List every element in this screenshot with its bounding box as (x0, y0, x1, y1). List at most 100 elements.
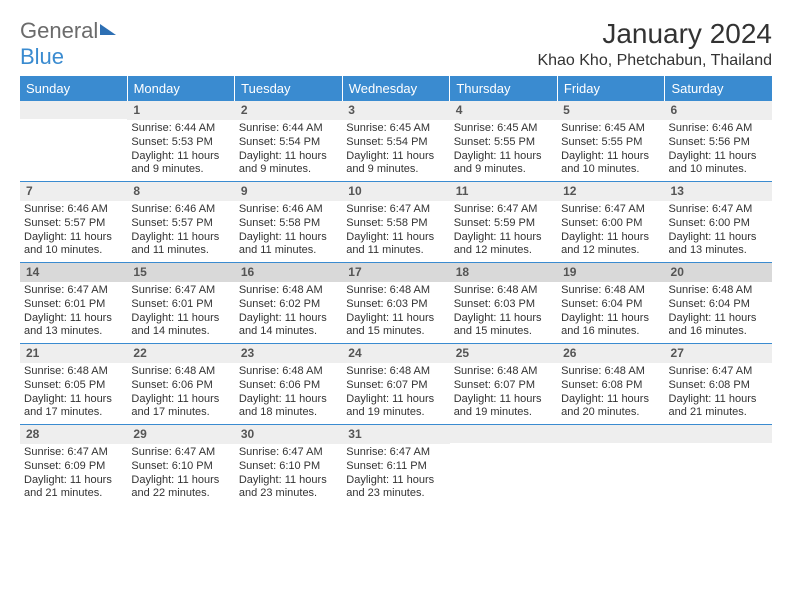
sunset-text: Sunset: 5:57 PM (24, 217, 123, 231)
sunset-text: Sunset: 5:55 PM (561, 136, 660, 150)
day-cell: 9Sunrise: 6:46 AMSunset: 5:58 PMDaylight… (235, 182, 342, 262)
sunrise-text: Sunrise: 6:47 AM (239, 446, 338, 460)
header: General Blue January 2024 Khao Kho, Phet… (20, 18, 772, 70)
day-cell: 14Sunrise: 6:47 AMSunset: 6:01 PMDayligh… (20, 263, 127, 343)
sunset-text: Sunset: 6:09 PM (24, 460, 123, 474)
sunrise-text: Sunrise: 6:47 AM (561, 203, 660, 217)
day-number: 6 (665, 101, 772, 120)
daylight-text: Daylight: 11 hours and 13 minutes. (669, 231, 768, 259)
daylight-text: Daylight: 11 hours and 12 minutes. (561, 231, 660, 259)
day-number: 18 (450, 263, 557, 282)
sunset-text: Sunset: 6:00 PM (561, 217, 660, 231)
daylight-text: Daylight: 11 hours and 14 minutes. (131, 312, 230, 340)
sunrise-text: Sunrise: 6:44 AM (239, 122, 338, 136)
empty-day-cell (20, 101, 127, 181)
triangle-icon (100, 24, 116, 35)
sunset-text: Sunset: 5:56 PM (669, 136, 768, 150)
day-cell: 1Sunrise: 6:44 AMSunset: 5:53 PMDaylight… (127, 101, 234, 181)
sunrise-text: Sunrise: 6:47 AM (669, 203, 768, 217)
daylight-text: Daylight: 11 hours and 23 minutes. (239, 474, 338, 502)
sunrise-text: Sunrise: 6:46 AM (239, 203, 338, 217)
sunrise-text: Sunrise: 6:47 AM (346, 446, 445, 460)
weekday-label: Tuesday (235, 76, 343, 101)
daylight-text: Daylight: 11 hours and 21 minutes. (669, 393, 768, 421)
empty-day-cell (665, 425, 772, 505)
day-number: 17 (342, 263, 449, 282)
day-cell: 25Sunrise: 6:48 AMSunset: 6:07 PMDayligh… (450, 344, 557, 424)
sunset-text: Sunset: 5:53 PM (131, 136, 230, 150)
sunrise-text: Sunrise: 6:45 AM (561, 122, 660, 136)
daylight-text: Daylight: 11 hours and 16 minutes. (669, 312, 768, 340)
day-cell: 22Sunrise: 6:48 AMSunset: 6:06 PMDayligh… (127, 344, 234, 424)
daylight-text: Daylight: 11 hours and 18 minutes. (239, 393, 338, 421)
day-number: 1 (127, 101, 234, 120)
sunrise-text: Sunrise: 6:47 AM (24, 446, 123, 460)
sunrise-text: Sunrise: 6:47 AM (131, 446, 230, 460)
title-block: January 2024 Khao Kho, Phetchabun, Thail… (537, 18, 772, 70)
sunset-text: Sunset: 6:08 PM (669, 379, 768, 393)
week-row: 14Sunrise: 6:47 AMSunset: 6:01 PMDayligh… (20, 262, 772, 343)
daylight-text: Daylight: 11 hours and 11 minutes. (131, 231, 230, 259)
day-number: 25 (450, 344, 557, 363)
sunrise-text: Sunrise: 6:48 AM (239, 365, 338, 379)
day-cell: 28Sunrise: 6:47 AMSunset: 6:09 PMDayligh… (20, 425, 127, 505)
day-number: 21 (20, 344, 127, 363)
day-number: 5 (557, 101, 664, 120)
weekday-label: Saturday (665, 76, 772, 101)
day-number: 13 (665, 182, 772, 201)
day-cell: 17 Sunrise: 6:48 AMSunset: 6:03 PMDayligh… (342, 263, 449, 343)
day-cell: 16Sunrise: 6:48 AMSunset: 6:02 PMDayligh… (235, 263, 342, 343)
weekday-label: Friday (558, 76, 666, 101)
sunrise-text: Sunrise: 6:48 AM (24, 365, 123, 379)
weekday-label: Monday (128, 76, 236, 101)
day-number: 20 (665, 263, 772, 282)
sunset-text: Sunset: 6:03 PM (346, 298, 445, 312)
sunrise-text: Sunrise: 6:47 AM (131, 284, 230, 298)
sunset-text: Sunset: 5:57 PM (131, 217, 230, 231)
day-number (557, 425, 664, 443)
daylight-text: Daylight: 11 hours and 20 minutes. (561, 393, 660, 421)
sunset-text: Sunset: 6:07 PM (346, 379, 445, 393)
daylight-text: Daylight: 11 hours and 14 minutes. (239, 312, 338, 340)
sunrise-text: Sunrise: 6:47 AM (24, 284, 123, 298)
day-cell: 2Sunrise: 6:44 AMSunset: 5:54 PMDaylight… (235, 101, 342, 181)
day-number: 2 (235, 101, 342, 120)
day-number: 29 (127, 425, 234, 444)
sunset-text: Sunset: 6:05 PM (24, 379, 123, 393)
day-cell: 4Sunrise: 6:45 AMSunset: 5:55 PMDaylight… (450, 101, 557, 181)
weekday-label: Wednesday (343, 76, 451, 101)
day-cell: 3Sunrise: 6:45 AMSunset: 5:54 PMDaylight… (342, 101, 449, 181)
day-number (450, 425, 557, 443)
daylight-text: Daylight: 11 hours and 10 minutes. (24, 231, 123, 259)
day-number (20, 101, 127, 119)
daylight-text: Daylight: 11 hours and 9 minutes. (454, 150, 553, 178)
brand-logo: General Blue (20, 18, 116, 70)
sunset-text: Sunset: 5:54 PM (239, 136, 338, 150)
empty-day-cell (557, 425, 664, 505)
daylight-text: Daylight: 11 hours and 15 minutes. (346, 312, 445, 340)
month-title: January 2024 (537, 18, 772, 50)
sunset-text: Sunset: 5:54 PM (346, 136, 445, 150)
day-cell: 8 Sunrise: 6:46 AMSunset: 5:57 PMDaylight… (127, 182, 234, 262)
day-cell: 29Sunrise: 6:47 AMSunset: 6:10 PMDayligh… (127, 425, 234, 505)
week-row: 1 Sunrise: 6:44 AM Sunset: 5:53 PM Daylight… (20, 101, 772, 181)
day-number: 8 (127, 182, 234, 201)
day-cell: 5Sunrise: 6:45 AMSunset: 5:55 PMDaylight… (557, 101, 664, 181)
sunrise-text: Sunrise: 6:45 AM (454, 122, 553, 136)
sunrise-text: Sunrise: 6:45 AM (346, 122, 445, 136)
daylight-text: Daylight: 11 hours and 10 minutes. (669, 150, 768, 178)
day-number: 26 (557, 344, 664, 363)
sunset-text: Sunset: 6:11 PM (346, 460, 445, 474)
weekday-header-row: SundayMondayTuesdayWednesdayThursdayFrid… (20, 76, 772, 101)
day-number: 12 (557, 182, 664, 201)
sunrise-text: Sunrise: 6:46 AM (131, 203, 230, 217)
day-number: 31 (342, 425, 449, 444)
day-cell: 19Sunrise: 6:48 AMSunset: 6:04 PMDayligh… (557, 263, 664, 343)
sunrise-text: Sunrise: 6:48 AM (669, 284, 768, 298)
daylight-text: Daylight: 11 hours and 13 minutes. (24, 312, 123, 340)
sunrise-text: Sunrise: 6:46 AM (24, 203, 123, 217)
sunrise-text: Sunrise: 6:48 AM (346, 284, 445, 298)
day-cell: 24Sunrise: 6:48 AMSunset: 6:07 PMDayligh… (342, 344, 449, 424)
daylight-text: Daylight: 11 hours and 22 minutes. (131, 474, 230, 502)
day-cell: 26Sunrise: 6:48 AMSunset: 6:08 PMDayligh… (557, 344, 664, 424)
